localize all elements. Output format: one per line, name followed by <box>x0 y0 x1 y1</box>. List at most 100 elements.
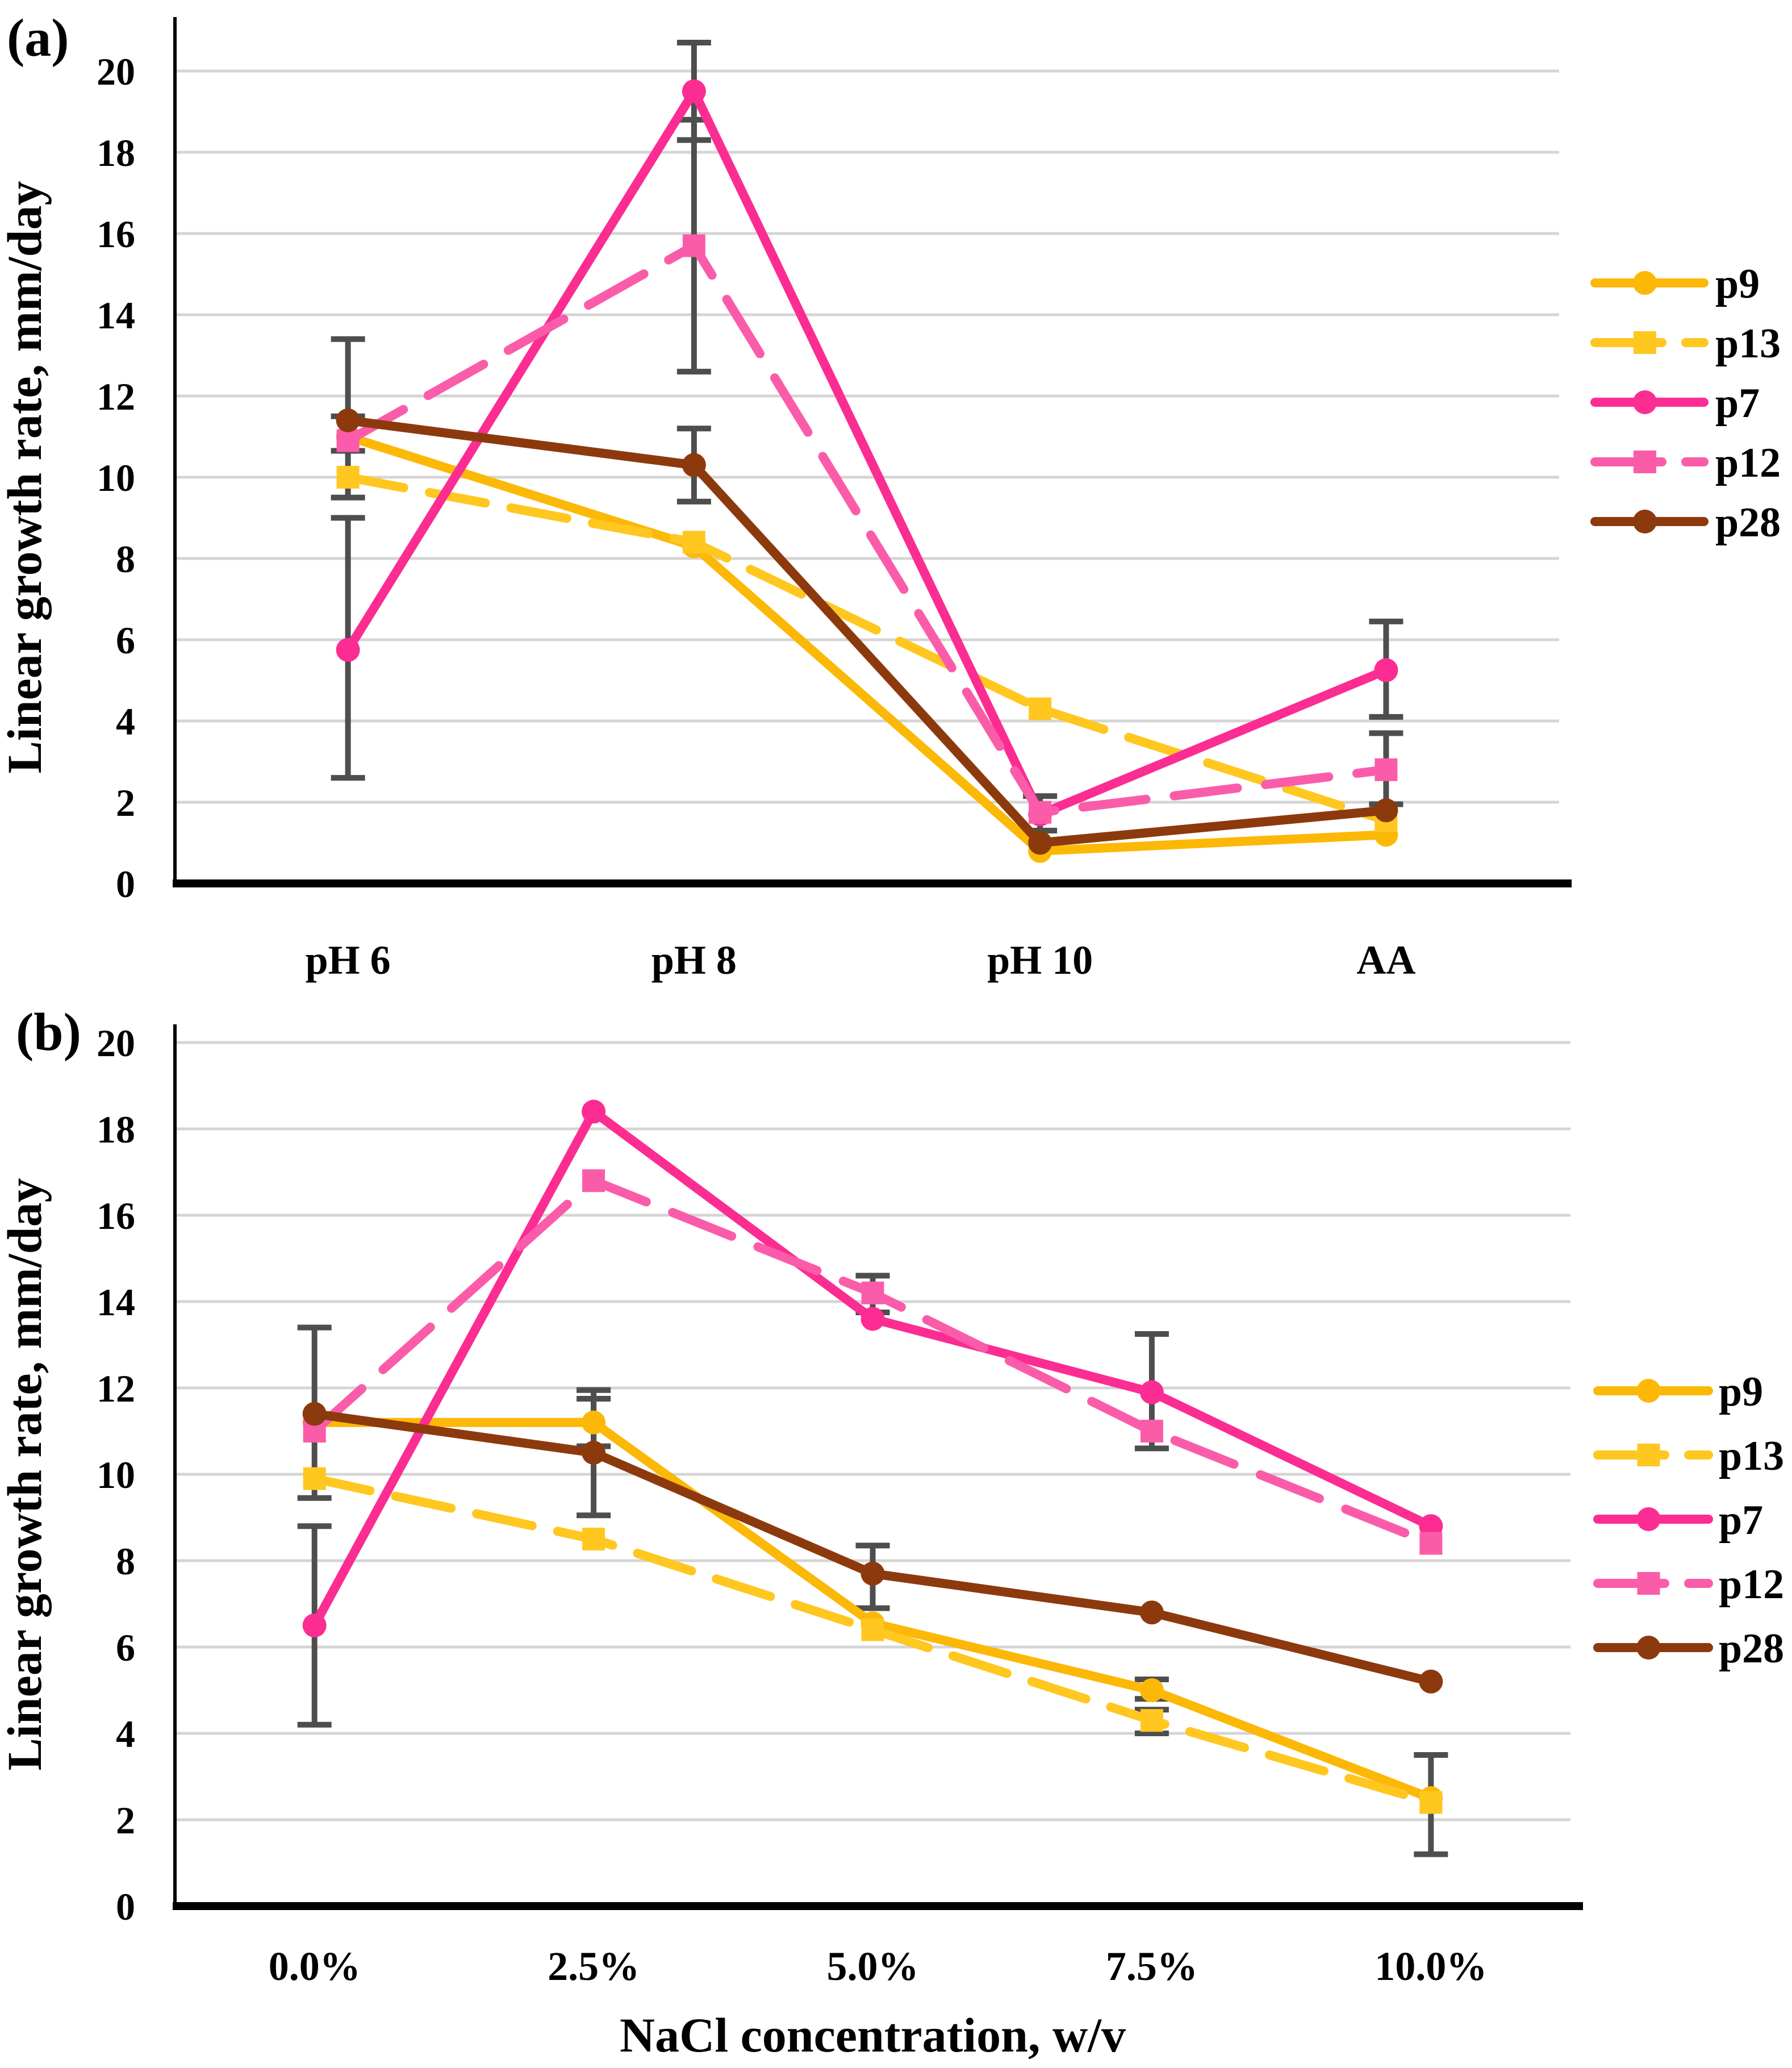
legend-item-p7: p7 <box>1593 1497 1763 1544</box>
series-marker-p9-2.5% <box>582 1410 606 1435</box>
legend-label-p9: p9 <box>1719 1369 1763 1415</box>
legend-label-p13: p13 <box>1719 1433 1784 1479</box>
legend-swatch-marker-p28 <box>1636 1636 1661 1660</box>
series-marker-p13-5.0% <box>861 1618 884 1641</box>
y-tick-label-10: 10 <box>97 456 135 499</box>
legend-label-p7: p7 <box>1719 1497 1763 1544</box>
category-label-0: pH 6 <box>306 937 391 983</box>
series-marker-p28-7.5% <box>1139 1600 1164 1625</box>
y-axis-title: Linear growth rate, mm/day <box>0 181 52 773</box>
series-marker-p13-10.0% <box>1419 1791 1443 1814</box>
legend-swatch-marker-p9 <box>1633 271 1657 295</box>
category-label-2: 5.0% <box>827 1944 919 1989</box>
series-marker-p12-5.0% <box>861 1281 884 1304</box>
legend-item-p12: p12 <box>1590 440 1781 486</box>
y-tick-label-16: 16 <box>97 212 135 256</box>
panel-b-chart: 0 2 4 6 8 10 12 14 16 18 20 0.0% 2.5% 5.0% 7.5% 10.0% (b… <box>0 1003 1784 2062</box>
y-tick-label-8: 8 <box>116 1540 135 1583</box>
legend-item-p28: p28 <box>1593 1625 1784 1672</box>
legend-label-p13: p13 <box>1715 320 1781 367</box>
y-tick-label-6: 6 <box>116 1626 135 1669</box>
series-marker-p7-0.0% <box>302 1613 327 1637</box>
series-marker-p28-2.5% <box>582 1441 606 1465</box>
category-label-2: pH 10 <box>987 937 1093 983</box>
y-tick-label-20: 20 <box>97 50 135 93</box>
legend-swatch-marker-p9 <box>1636 1379 1661 1403</box>
legend-swatch-marker-p28 <box>1633 510 1657 533</box>
series-marker-p12-2.5% <box>582 1169 605 1193</box>
series-marker-p13-2.5% <box>582 1528 605 1550</box>
series-marker-p28-0.0% <box>302 1402 327 1426</box>
legend-item-p12: p12 <box>1593 1561 1784 1608</box>
legend-item-p7: p7 <box>1590 380 1760 427</box>
series-marker-p28-pH 10 <box>1028 831 1052 855</box>
series-marker-p7-2.5% <box>582 1099 606 1124</box>
y-tick-label-6: 6 <box>116 619 135 662</box>
legend-item-p9: p9 <box>1590 261 1760 307</box>
legend-label-p12: p12 <box>1719 1561 1784 1608</box>
series-line-p13 <box>343 473 1391 825</box>
series-marker-p7-7.5% <box>1139 1380 1164 1404</box>
series-line-p12 <box>343 241 1391 817</box>
category-label-0: 0.0% <box>269 1944 361 1989</box>
legend-swatch-marker-p7 <box>1636 1507 1661 1531</box>
y-tick-label-2: 2 <box>116 781 135 824</box>
series-marker-p7-pH 8 <box>682 79 706 103</box>
legend-swatch-marker-p12 <box>1634 451 1656 473</box>
series-marker-p9-7.5% <box>1139 1678 1164 1702</box>
series-marker-p7-pH 6 <box>336 637 360 662</box>
series-line-p9 <box>343 432 1391 856</box>
series-marker-p12-10.0% <box>1419 1532 1443 1555</box>
series-marker-p28-10.0% <box>1419 1669 1443 1694</box>
legend-item-p13: p13 <box>1593 1433 1784 1479</box>
series-marker-p12-pH 10 <box>1029 800 1052 824</box>
legend-label-p12: p12 <box>1715 440 1781 486</box>
category-label-4: 10.0% <box>1375 1944 1487 1989</box>
series-marker-p12-AA <box>1375 758 1398 781</box>
legend-item-p13: p13 <box>1590 320 1781 367</box>
legend-swatch-marker-p7 <box>1633 390 1657 414</box>
x-axis-title: NaCl concentration, w/v <box>620 2008 1126 2062</box>
legend-label-p28: p28 <box>1719 1625 1784 1672</box>
legend-item-p28: p28 <box>1590 499 1781 546</box>
y-tick-label-16: 16 <box>97 1194 135 1237</box>
y-tick-label-4: 4 <box>116 700 135 743</box>
series-line-p7 <box>343 86 1391 819</box>
category-label-1: pH 8 <box>651 937 737 983</box>
y-axis-title: Linear growth rate, mm/day <box>0 1178 52 1770</box>
panel-letter: (a) <box>7 9 69 68</box>
series-marker-p13-0.0% <box>303 1467 326 1490</box>
y-tick-label-14: 14 <box>97 1281 135 1324</box>
series-line-p12 <box>310 1176 1436 1548</box>
legend-label-p7: p7 <box>1715 380 1760 427</box>
series-marker-p13-pH 8 <box>682 531 705 554</box>
series-marker-p7-5.0% <box>861 1307 885 1331</box>
panel-a-chart: 0 2 4 6 8 10 12 14 16 18 20 pH 6 pH 8 pH 10 AA (a) Linea… <box>0 9 1781 983</box>
legend-swatch-marker-p13 <box>1634 331 1656 354</box>
legend-label-p9: p9 <box>1715 261 1760 307</box>
category-label-3: 7.5% <box>1106 1944 1198 1989</box>
y-tick-label-0: 0 <box>116 1885 135 1928</box>
legend-swatch-marker-p13 <box>1637 1444 1660 1466</box>
series-marker-p28-5.0% <box>861 1561 885 1586</box>
panel-letter: (b) <box>16 1003 81 1062</box>
series-marker-p7-AA <box>1374 658 1398 682</box>
category-label-3: AA <box>1356 937 1415 983</box>
series-marker-p13-7.5% <box>1140 1709 1163 1732</box>
y-tick-label-8: 8 <box>116 537 135 581</box>
series-marker-p28-pH 8 <box>682 453 706 477</box>
series-marker-p12-pH 8 <box>682 234 705 257</box>
legend-item-p9: p9 <box>1593 1369 1763 1415</box>
series-line-p28 <box>343 415 1391 848</box>
legend-swatch-marker-p12 <box>1637 1572 1660 1595</box>
legend: p9 p13 p7 p12 p28 <box>1590 261 1781 546</box>
series-marker-p28-AA <box>1374 798 1398 823</box>
series-marker-p28-pH 6 <box>336 408 360 432</box>
y-tick-label-12: 12 <box>97 1367 135 1410</box>
category-label-1: 2.5% <box>548 1944 640 1989</box>
series-marker-p13-pH 6 <box>336 466 360 489</box>
y-tick-label-14: 14 <box>97 294 135 337</box>
series-marker-p12-pH 6 <box>336 429 360 452</box>
y-tick-label-18: 18 <box>97 131 135 174</box>
